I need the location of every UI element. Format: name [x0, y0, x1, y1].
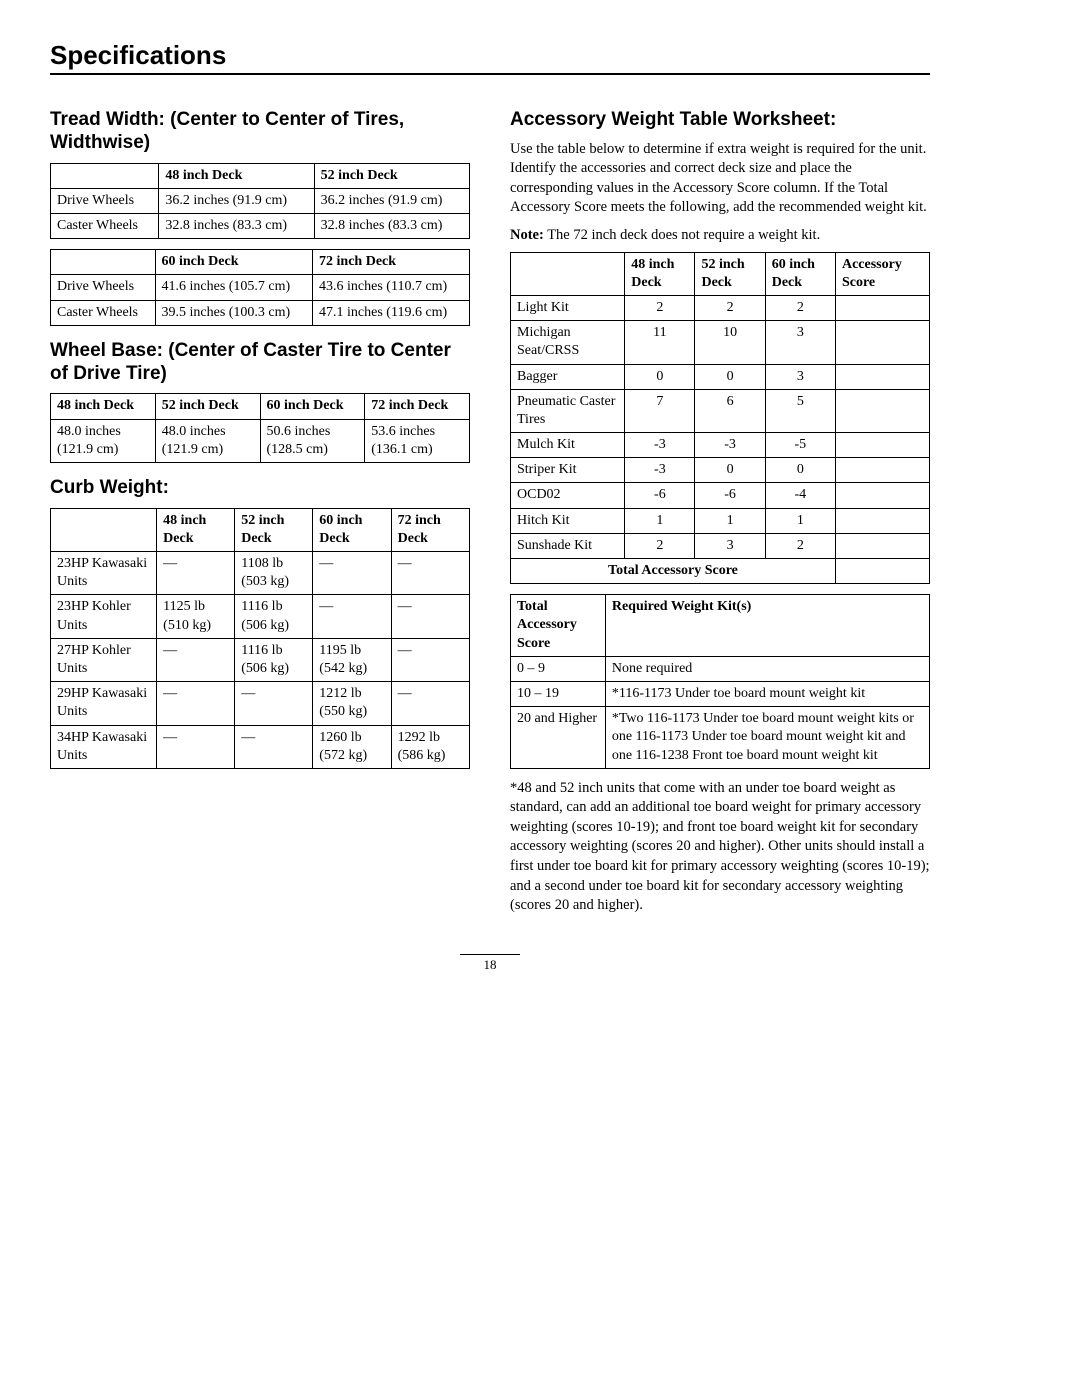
accessory-intro: Use the table below to determine if extr… — [510, 140, 930, 218]
table-row: Light Kit222 — [511, 295, 930, 320]
table-row: Hitch Kit111 — [511, 508, 930, 533]
table-row: Striper Kit-300 — [511, 458, 930, 483]
th-52: 52 inch Deck — [314, 163, 469, 188]
table-row: 23HP Kohler Units1125 lb (510 kg)1116 lb… — [51, 595, 470, 638]
table-row: OCD02-6-6-4 — [511, 483, 930, 508]
table-row: 27HP Kohler Units—1116 lb (506 kg)1195 l… — [51, 638, 470, 681]
note-text: The 72 inch deck does not require a weig… — [544, 227, 820, 243]
content-columns: Tread Width: (Center to Center of Tires,… — [50, 95, 930, 924]
table-row: 48.0 inches (121.9 cm) 48.0 inches (121.… — [51, 419, 470, 462]
note-label: Note: — [510, 227, 544, 243]
table-row: Sunshade Kit232 — [511, 533, 930, 558]
table-row: Pneumatic Caster Tires765 — [511, 389, 930, 432]
wheel-base-table: 48 inch Deck 52 inch Deck 60 inch Deck 7… — [50, 393, 470, 463]
wheel-base-heading: Wheel Base: (Center of Caster Tire to Ce… — [50, 340, 470, 386]
th-blank — [51, 163, 159, 188]
weight-kit-table: Total Accessory Score Required Weight Ki… — [510, 594, 930, 769]
table-row: Drive Wheels 41.6 inches (105.7 cm) 43.6… — [51, 275, 470, 300]
table-row: 23HP Kawasaki Units—1108 lb (503 kg)—— — [51, 552, 470, 595]
table-row: Caster Wheels 32.8 inches (83.3 cm) 32.8… — [51, 213, 470, 238]
accessory-score-table: 48 inch Deck 52 inch Deck 60 inch Deck A… — [510, 252, 930, 585]
curb-weight-table: 48 inch Deck 52 inch Deck 60 inch Deck 7… — [50, 508, 470, 769]
footnote: *48 and 52 inch units that come with an … — [510, 779, 930, 916]
table-row: Caster Wheels 39.5 inches (100.3 cm) 47.… — [51, 300, 470, 325]
tread-width-table-1: 48 inch Deck 52 inch Deck Drive Wheels 3… — [50, 163, 470, 240]
th-72: 72 inch Deck — [313, 250, 470, 275]
table-row: 10 – 19*116-1173 Under toe board mount w… — [511, 681, 930, 706]
page-title: Specifications — [50, 40, 930, 75]
table-row: 29HP Kawasaki Units——1212 lb (550 kg)— — [51, 682, 470, 725]
page-number: 18 — [460, 954, 520, 973]
note: Note: The 72 inch deck does not require … — [510, 226, 930, 246]
th-60: 60 inch Deck — [155, 250, 313, 275]
right-column: Accessory Weight Table Worksheet: Use th… — [510, 95, 930, 924]
curb-weight-heading: Curb Weight: — [50, 477, 470, 500]
table-row: 0 – 9None required — [511, 656, 930, 681]
accessory-heading: Accessory Weight Table Worksheet: — [510, 109, 930, 132]
th-blank — [51, 250, 156, 275]
total-row: Total Accessory Score — [511, 559, 930, 584]
th-48: 48 inch Deck — [159, 163, 314, 188]
left-column: Tread Width: (Center to Center of Tires,… — [50, 95, 470, 924]
table-row: Bagger003 — [511, 364, 930, 389]
table-row: 34HP Kawasaki Units——1260 lb (572 kg)129… — [51, 725, 470, 768]
tread-width-table-2: 60 inch Deck 72 inch Deck Drive Wheels 4… — [50, 249, 470, 326]
table-row: Drive Wheels 36.2 inches (91.9 cm) 36.2 … — [51, 188, 470, 213]
tread-width-heading: Tread Width: (Center to Center of Tires,… — [50, 109, 470, 155]
table-row: Michigan Seat/CRSS11103 — [511, 321, 930, 364]
table-row: Mulch Kit-3-3-5 — [511, 433, 930, 458]
table-row: 20 and Higher*Two 116-1173 Under toe boa… — [511, 707, 930, 769]
